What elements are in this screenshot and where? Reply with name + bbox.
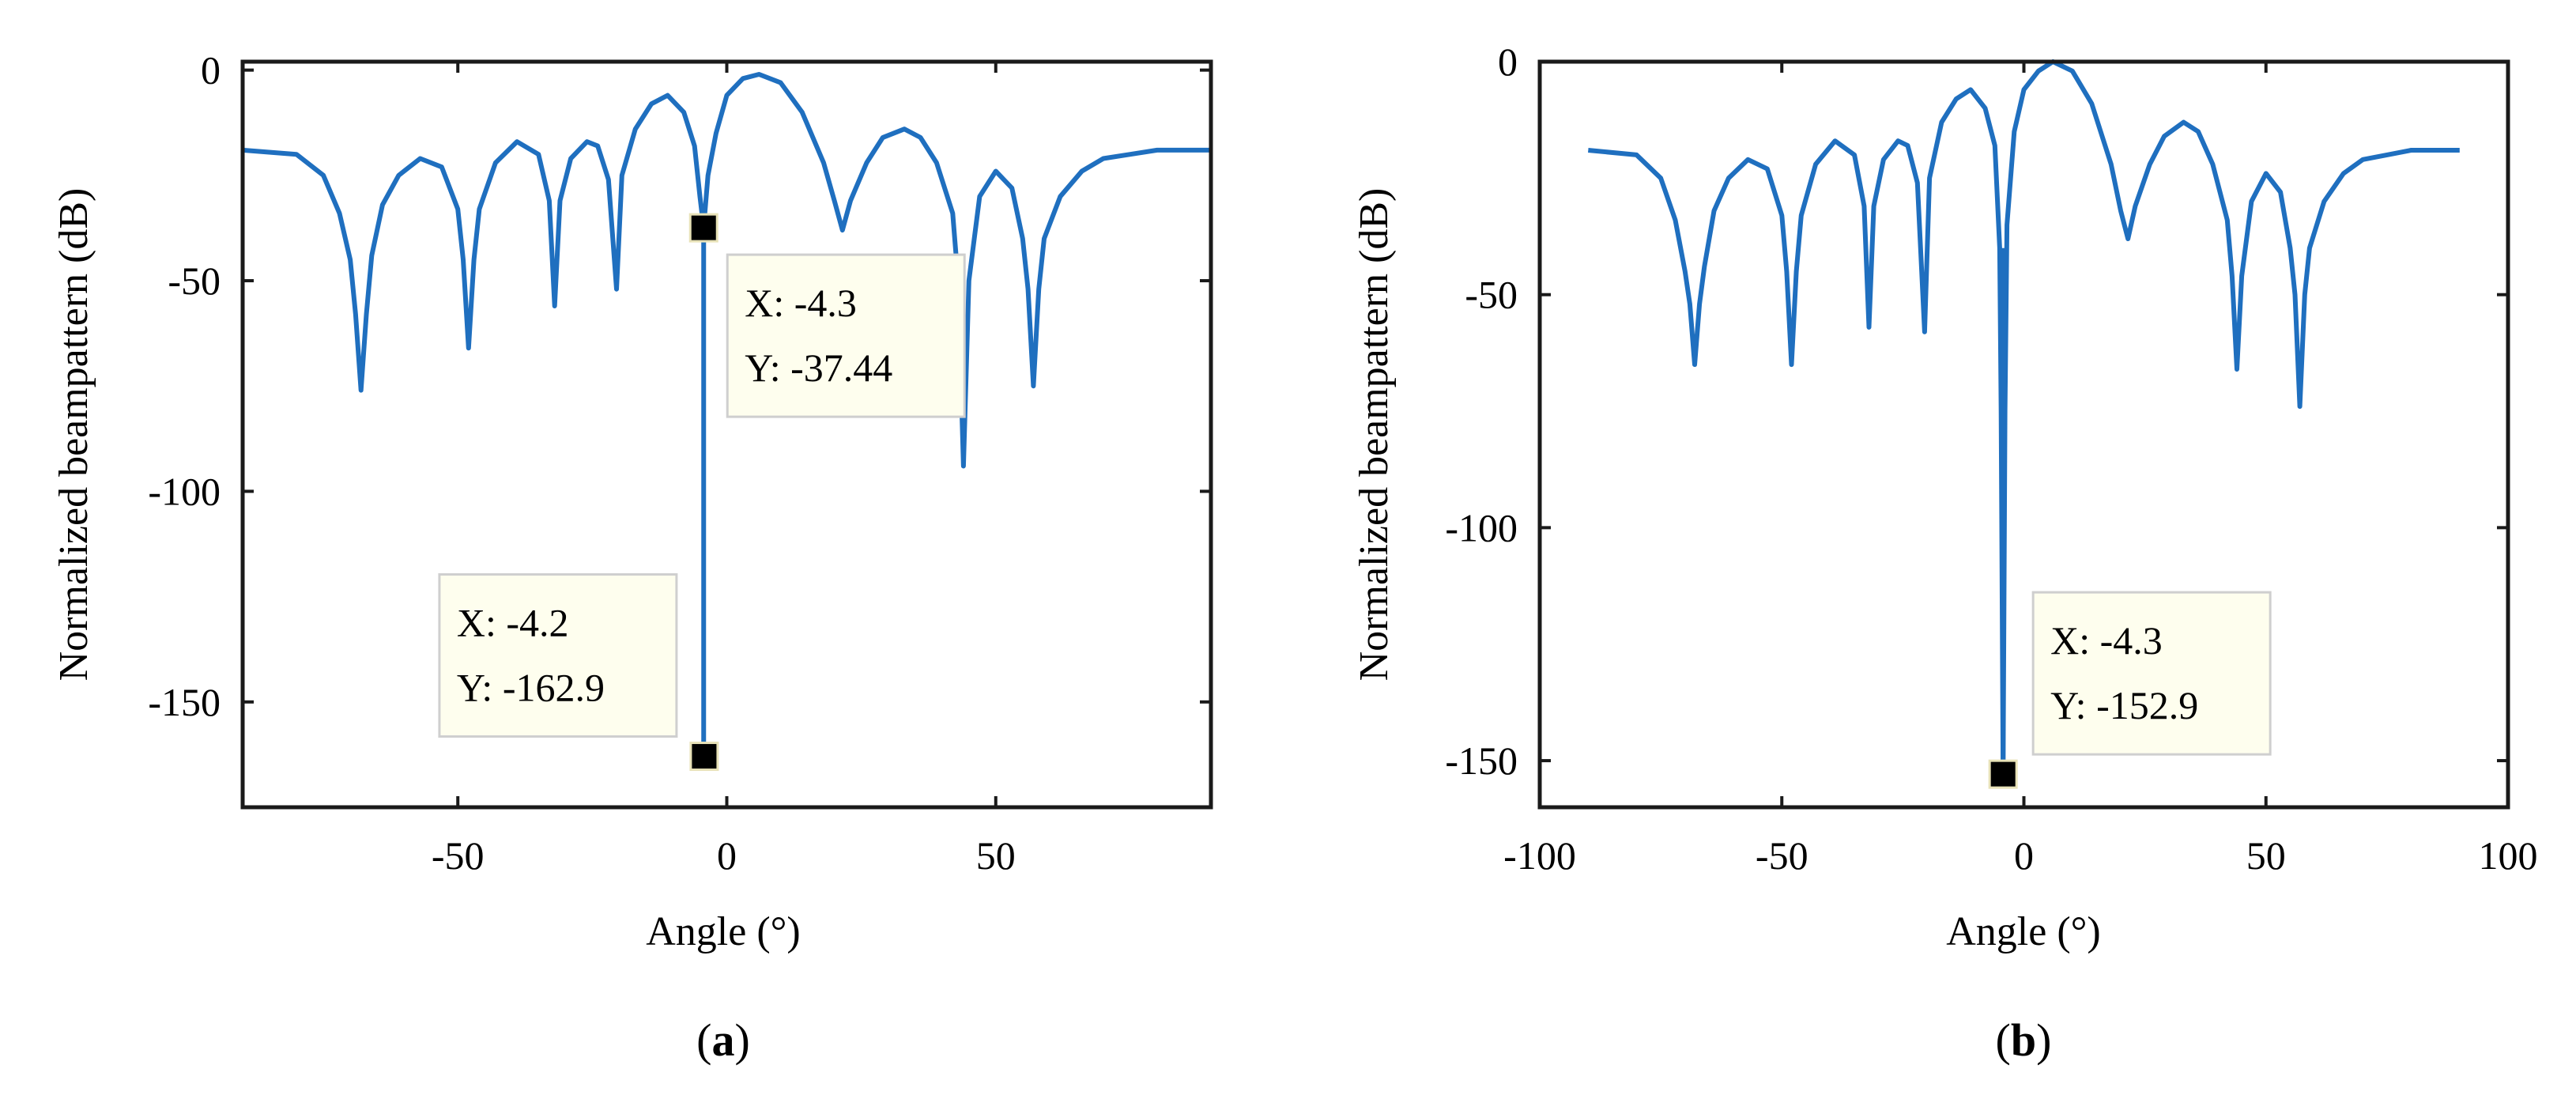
datatip-box: X: -4.2 Y: -162.9	[438, 573, 678, 738]
datatip-x-text: X: -4.3	[745, 281, 857, 325]
datatip-y-text: Y: -152.9	[2050, 683, 2198, 727]
datatip-y-text: Y: -37.44	[745, 346, 892, 390]
datatip-x-text: X: -4.3	[2050, 618, 2163, 663]
panel-label: (b)	[1996, 1014, 2052, 1066]
datatip-box: X: -4.3 Y: -37.44	[726, 253, 966, 418]
datatip-background	[726, 253, 966, 418]
panel-a: -50 0 500-50-100-150 X: -4.3Y: -37.44X: -4…	[51, 48, 1213, 1066]
x-axis-label: Angle (°)	[1946, 909, 2101, 954]
y-tick-label: -100	[1445, 505, 1518, 550]
datatip-marker	[689, 742, 719, 772]
datatip-x-text: X: -4.2	[457, 601, 569, 645]
y-tick-label: -50	[1465, 273, 1518, 317]
x-tick-label: 50	[2246, 833, 2286, 878]
panel-b: -100 -50 0 50 100 0 -50 -100 -150 X: -4.3 Y: -152…	[1352, 40, 2538, 1066]
x-tick-label: 0	[717, 833, 737, 878]
x-tick-label: 100	[2479, 833, 2538, 878]
y-tick-label: 0	[201, 48, 221, 93]
x-tick-label: -50	[432, 833, 485, 878]
panel-label: (a)	[696, 1014, 750, 1066]
y-tick-label: -150	[1445, 738, 1518, 783]
axes-frame	[240, 59, 1213, 810]
datatip-background	[2031, 591, 2272, 756]
series-line-0	[1588, 59, 2460, 777]
x-tick-label: 50	[976, 833, 1016, 878]
y-axis-label: Normalized beampattern (dB)	[1352, 188, 1397, 682]
datatip-marker	[1988, 759, 2018, 789]
datatip-box: X: -4.3 Y: -152.9	[2031, 591, 2272, 756]
y-tick-label: -150	[148, 680, 221, 724]
x-axis-label: Angle (°)	[646, 909, 801, 954]
y-axis-label: Normalized beampattern (dB)	[51, 188, 96, 682]
y-tick-label: -100	[148, 469, 221, 513]
y-tick-label: -50	[168, 259, 221, 303]
datatip-y-text: Y: -162.9	[457, 666, 605, 710]
y-tick-label: 0	[1498, 40, 1518, 84]
series-line-0	[242, 72, 1211, 469]
datatip-marker	[688, 213, 718, 243]
x-tick-label: -100	[1503, 833, 1576, 878]
axes-frame	[1537, 59, 2510, 810]
datatip-background	[438, 573, 678, 738]
x-tick-label: 0	[2014, 833, 2034, 878]
x-tick-label: -50	[1756, 833, 1808, 878]
